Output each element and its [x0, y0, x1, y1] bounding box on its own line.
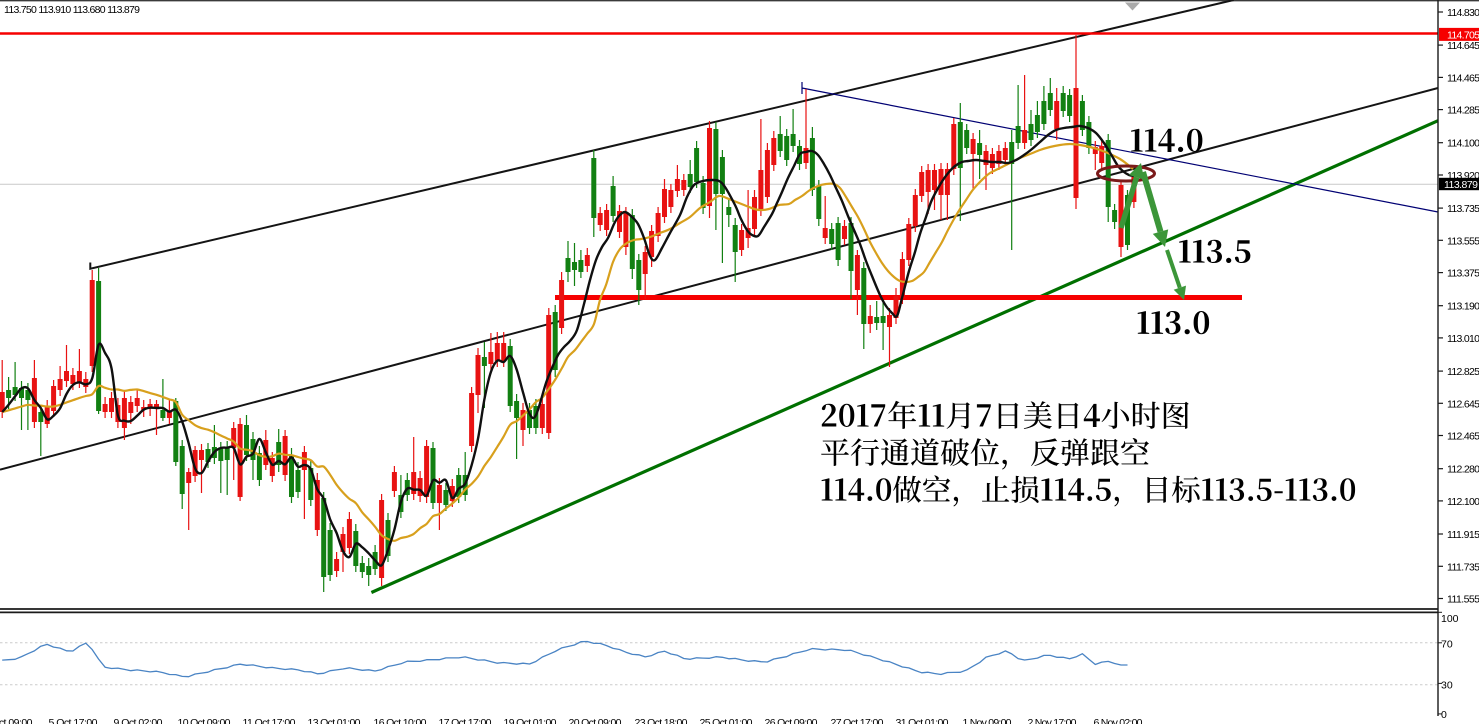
svg-text:100: 100 — [1441, 613, 1459, 625]
svg-text:4 Oct 09:00: 4 Oct 09:00 — [0, 717, 33, 724]
svg-text:112.825: 112.825 — [1447, 366, 1479, 378]
svg-text:23 Oct 18:00: 23 Oct 18:00 — [635, 717, 688, 724]
svg-text:13 Oct 01:00: 13 Oct 01:00 — [308, 717, 361, 724]
svg-text:19 Oct 01:00: 19 Oct 01:00 — [504, 717, 557, 724]
svg-text:112.645: 112.645 — [1447, 398, 1479, 410]
svg-text:113.190: 113.190 — [1447, 301, 1479, 313]
svg-text:114.285: 114.285 — [1447, 105, 1479, 117]
svg-text:114.830: 114.830 — [1447, 7, 1479, 19]
svg-text:112.465: 112.465 — [1447, 431, 1479, 443]
svg-text:10 Oct 09:00: 10 Oct 09:00 — [178, 717, 231, 724]
svg-text:111.735: 111.735 — [1447, 561, 1479, 573]
svg-text:6 Nov 02:00: 6 Nov 02:00 — [1094, 717, 1143, 724]
svg-text:114.100: 114.100 — [1447, 138, 1479, 150]
svg-text:16 Oct 10:00: 16 Oct 10:00 — [374, 717, 427, 724]
svg-text:9 Oct 02:00: 9 Oct 02:00 — [114, 717, 163, 724]
svg-text:111.555: 111.555 — [1447, 594, 1479, 606]
svg-text:17 Oct 17:00: 17 Oct 17:00 — [439, 717, 492, 724]
svg-text:112.100: 112.100 — [1447, 496, 1479, 508]
svg-text:70: 70 — [1441, 638, 1453, 650]
svg-text:113.010: 113.010 — [1447, 333, 1479, 345]
svg-text:114.645: 114.645 — [1447, 40, 1479, 52]
svg-text:26 Oct 09:00: 26 Oct 09:00 — [765, 717, 818, 724]
svg-text:113.375: 113.375 — [1447, 268, 1479, 280]
svg-text:1 Nov 09:00: 1 Nov 09:00 — [963, 717, 1012, 724]
svg-text:113.750 113.910 113.680 113.87: 113.750 113.910 113.680 113.879 — [4, 4, 140, 16]
svg-text:113.879: 113.879 — [1444, 179, 1478, 191]
svg-text:30: 30 — [1441, 679, 1453, 691]
svg-text:20 Oct 09:00: 20 Oct 09:00 — [569, 717, 622, 724]
svg-text:113.555: 113.555 — [1447, 235, 1479, 247]
svg-text:0: 0 — [1441, 709, 1447, 721]
svg-text:31 Oct 01:00: 31 Oct 01:00 — [896, 717, 949, 724]
svg-text:114.465: 114.465 — [1447, 72, 1479, 84]
svg-text:113.735: 113.735 — [1447, 203, 1479, 215]
svg-text:114.705: 114.705 — [1447, 29, 1479, 41]
svg-text:5 Oct 17:00: 5 Oct 17:00 — [49, 717, 98, 724]
svg-text:111.915: 111.915 — [1447, 529, 1479, 541]
svg-text:27 Oct 17:00: 27 Oct 17:00 — [831, 717, 884, 724]
svg-text:2 Nov 17:00: 2 Nov 17:00 — [1028, 717, 1077, 724]
svg-text:25 Oct 01:00: 25 Oct 01:00 — [700, 717, 753, 724]
svg-text:112.280: 112.280 — [1447, 464, 1479, 476]
svg-text:11 Oct 17:00: 11 Oct 17:00 — [243, 717, 296, 724]
